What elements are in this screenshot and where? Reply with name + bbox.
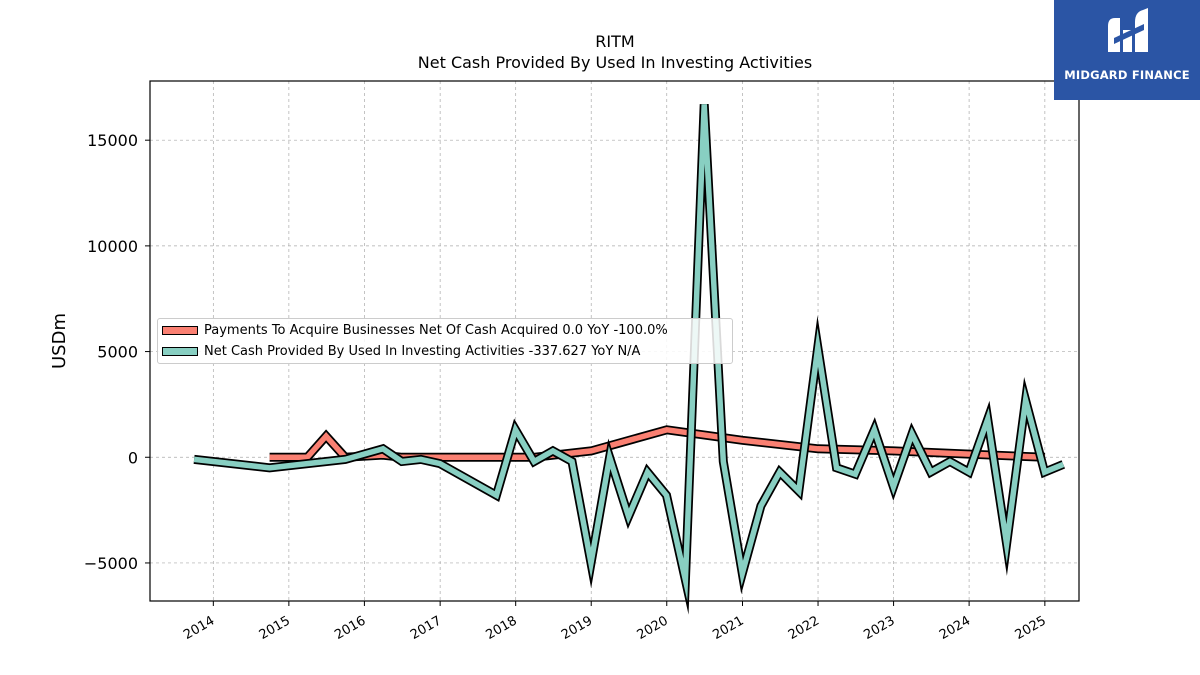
series-1 xyxy=(193,104,1066,615)
y-tick-label: −5000 xyxy=(84,554,138,573)
y-tick-label: 5000 xyxy=(97,343,138,362)
chart-title: RITM xyxy=(595,32,634,51)
x-tick-label: 2017 xyxy=(408,613,444,643)
y-tick-label: 0 xyxy=(128,448,138,467)
legend-item-net-cash: Net Cash Provided By Used In Investing A… xyxy=(162,343,640,359)
x-tick-label: 2018 xyxy=(484,613,520,643)
y-tick-label: 15000 xyxy=(87,131,138,150)
logo-mark-icon xyxy=(1108,8,1148,52)
x-tick-label: 2022 xyxy=(786,613,822,643)
y-axis-label: USDm xyxy=(49,313,70,369)
legend-item-payments: Payments To Acquire Businesses Net Of Ca… xyxy=(162,322,668,338)
logo-text: MIDGARD FINANCE xyxy=(1064,68,1190,82)
legend-label-payments: Payments To Acquire Businesses Net Of Ca… xyxy=(204,322,668,338)
x-tick-label: 2020 xyxy=(635,613,671,643)
legend-label-net-cash: Net Cash Provided By Used In Investing A… xyxy=(204,343,641,359)
x-tick-label: 2025 xyxy=(1013,613,1049,643)
legend-swatch-payments xyxy=(162,325,198,335)
chart-subtitle: Net Cash Provided By Used In Investing A… xyxy=(418,53,812,72)
x-tick-label: 2021 xyxy=(710,613,746,643)
series-lines xyxy=(193,104,1066,615)
plot-frame xyxy=(149,80,1080,602)
legend-swatch-net-cash xyxy=(162,346,198,356)
y-tick-label: 10000 xyxy=(87,237,138,256)
x-tick-label: 2015 xyxy=(257,613,293,643)
x-tick-label: 2024 xyxy=(937,613,973,643)
series-1-line xyxy=(193,104,1065,602)
x-tick-label: 2023 xyxy=(861,613,897,643)
brand-logo: MIDGARD FINANCE xyxy=(1054,0,1200,100)
x-tick-label: 2016 xyxy=(332,613,368,643)
x-tick-label: 2019 xyxy=(559,613,595,643)
axes: −5000 0 5000 10000 15000 2014 2015 2016 2017 2018… xyxy=(84,131,1049,643)
chart-legend: Payments To Acquire Businesses Net Of Ca… xyxy=(157,318,733,364)
x-tick-label: 2014 xyxy=(181,613,217,643)
